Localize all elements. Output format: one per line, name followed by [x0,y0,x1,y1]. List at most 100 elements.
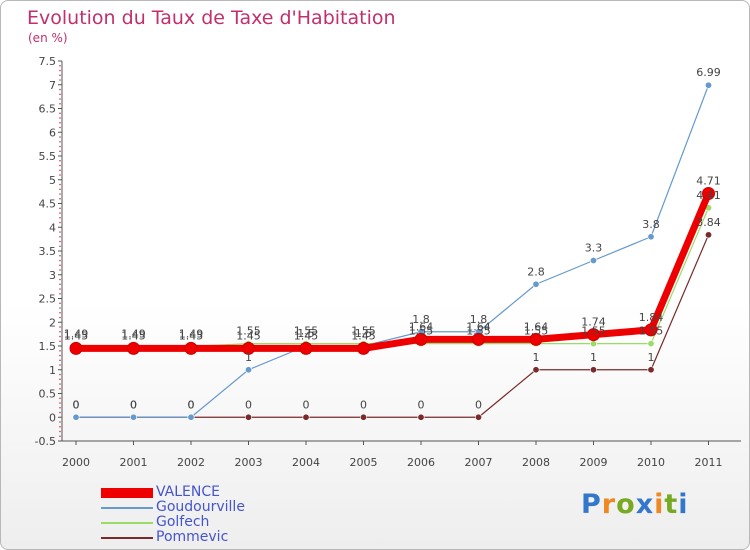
x-tick-label: 2005 [350,456,378,469]
y-minor-tick [59,364,61,366]
y-minor-tick [59,245,61,248]
y-minor-tick [59,216,61,219]
legend-swatch [101,536,153,539]
data-point-pommevic [302,413,310,421]
y-minor-tick [59,235,61,238]
y-minor-tick [59,183,61,186]
logo-letter: o [616,489,636,520]
data-label-pommevic: 3.84 [696,216,721,229]
y-minor-tick [59,79,61,81]
data-label-goudourville: 3.3 [585,242,603,255]
y-minor-tick [59,406,61,409]
y-minor-tick [59,145,61,148]
proxiti-logo: Proxiti [581,489,689,520]
data-label-goudourville: 2.8 [527,265,545,278]
data-point-valence [702,187,715,201]
data-point-golfech [647,340,655,348]
data-label-valence: 1.45 [236,329,261,342]
y-tick-label: 1 [49,364,56,377]
data-label-valence: 1.45 [64,329,89,342]
y-minor-tick [59,354,61,357]
data-label-valence: 4.71 [696,175,721,188]
y-minor-tick [59,207,61,210]
y-tick-label: 4.5 [39,198,57,211]
data-label-pommevic: 0 [130,398,137,411]
data-label-valence: 1.45 [179,329,204,342]
y-minor-tick [59,378,61,381]
y-minor-tick [59,88,61,91]
y-tick-label: 1.5 [39,340,57,353]
data-point-valence [587,328,600,342]
y-tick-label: 2.5 [39,293,57,306]
data-label-pommevic: 1 [590,351,597,364]
data-labels: 0 0 0 0 0 0 0 01 1 13.840 0 011.5 1.51.8 1.82.83.33.8… [64,66,721,411]
data-point-golfech [589,340,597,348]
data-point-goudourville [589,256,597,264]
y-minor-tick [59,387,61,390]
data-label-goudourville: 1.5 [297,327,315,340]
data-label-golfech: 1.49 [179,327,204,340]
y-minor-tick [59,221,61,224]
data-label-pommevic: 0 [188,398,195,411]
legend-item-goudourville: Goudourville [101,500,361,515]
y-minor-tick [59,117,61,119]
data-point-goudourville [130,413,138,421]
series-line-valence [72,190,712,352]
y-tick-label: 5 [49,174,56,187]
x-tick-label: 2006 [407,456,435,469]
y-minor-tick [59,164,61,167]
y-minor-tick [59,140,61,143]
data-point-pommevic [417,413,425,421]
y-minor-tick [59,212,61,214]
legend-swatch [101,506,153,509]
data-label-golfech: 1.55 [294,325,319,338]
x-tick-label: 2010 [637,456,665,469]
data-label-goudourville: 1.8 [412,313,430,326]
y-tick-label: 4 [49,221,56,234]
data-label-golfech: 1.55 [524,325,549,338]
data-label-pommevic: 0 [418,398,425,411]
legend-label: Goudourville [156,499,245,515]
data-point-goudourville [187,413,195,421]
data-label-valence: 1.64 [466,320,491,333]
data-point-valence [127,341,140,355]
legend-label: Golfech [156,514,210,530]
x-tick-label: 2003 [235,456,263,469]
data-label-goudourville: 3.8 [642,218,660,231]
data-point-goudourville [532,280,540,288]
logo-letter: P [581,489,602,520]
y-minor-tick [59,425,61,428]
y-tick-label: 0.5 [39,388,57,401]
x-tick-label: 2004 [292,456,320,469]
data-point-valence [184,341,198,355]
y-tick-label: 2 [49,316,56,329]
y-minor-tick [59,121,61,124]
y-minor-tick [59,335,61,338]
y-minor-tick [59,330,61,333]
data-point-pommevic [647,366,655,374]
y-minor-tick [59,197,61,200]
data-point-valence [644,323,658,337]
chart-subtitle: (en %) [28,31,68,45]
data-label-pommevic: 0 [245,398,252,411]
y-tick-label: 3 [49,269,56,282]
y-tick-label: 6.5 [39,103,57,116]
logo-letter: t [664,489,679,520]
data-label-golfech: 1.55 [466,325,491,338]
data-label-goudourville: 0 [188,398,195,411]
y-minor-tick [59,435,61,438]
data-label-pommevic: 0 [303,398,310,411]
data-label-golfech: 1.49 [121,327,146,340]
legend-label: VALENCE [156,484,220,500]
data-label-valence: 1.74 [581,316,606,329]
series-lines [69,81,715,421]
y-minor-tick [59,302,61,305]
data-point-pommevic [359,413,367,421]
y-minor-tick [59,112,61,115]
data-point-valence [69,341,83,355]
series-line-goudourville [75,84,710,418]
y-minor-tick [59,359,61,362]
legend-item-golfech: Golfech [101,515,361,530]
data-label-golfech: 1.55 [236,325,261,338]
